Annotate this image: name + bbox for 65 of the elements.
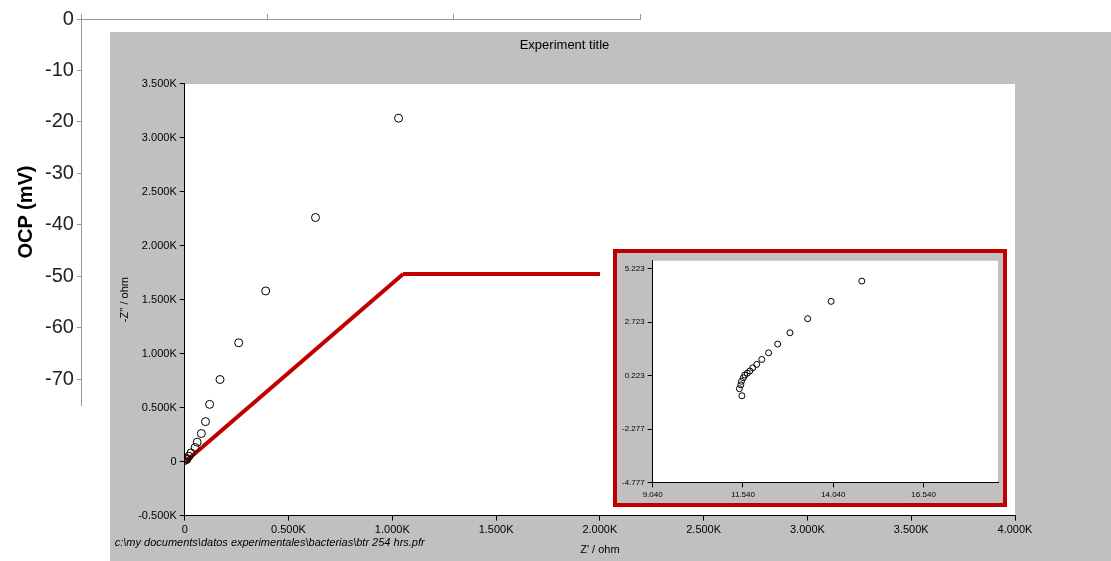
y-axis-title: OCP (mV) [13,165,36,259]
x-tick-label: 0.500K [271,523,307,536]
y-tick-label: 2.723 [624,317,646,327]
point [738,377,746,385]
point [739,374,747,382]
point [786,329,794,337]
point [858,277,866,285]
point [827,297,835,305]
point [749,364,757,372]
point [234,338,244,348]
point [311,213,320,223]
y-tick-label: 5.223 [624,264,646,274]
x-tick-label: 1.000K [374,523,411,536]
y-tick-label: 0 [170,454,177,467]
x-tick-label: 14.040 [821,490,847,500]
y-tick-label: 1.500K [141,292,178,305]
y-tick-label: 3.000K [141,130,178,143]
point [215,375,225,385]
y-tick-label: -50 [45,263,74,286]
x-tick-label: 0 [181,523,188,536]
point [394,113,404,123]
x-tick-label: 3.500K [893,523,930,536]
y-tick-label: -60 [45,315,74,338]
x-tick-label: 9.040 [642,490,664,500]
y-tick-label: 1.000K [141,346,178,359]
point [758,355,766,363]
point [192,437,202,447]
y-tick-label: 0.223 [624,370,646,380]
y-tick-label: -30 [45,160,74,183]
y-tick-label: -40 [45,212,74,235]
point [753,360,761,368]
point [196,429,206,439]
point [774,340,782,348]
text: c:\my documents\datos experimentales\bacterias\btr 254 hrs.pfr [114,536,427,549]
point [804,315,812,323]
x-tick-label: 2.500K [686,523,722,536]
chart-title: Experiment title [519,37,610,53]
y-tick-label: -2.277 [622,424,646,434]
y-tick-label: -0.500K [138,508,178,521]
point [190,443,200,453]
y-tick-label: 2.500K [141,184,178,197]
x-tick-label: 3.000K [789,523,826,536]
point [205,399,215,409]
y-tick-label: 2.000K [141,238,178,251]
y-tick-label: -10 [45,57,74,80]
point [200,417,210,427]
point [738,392,746,400]
y-tick-label: -20 [45,109,74,132]
y-axis-title: -Z'' / ohm [117,277,130,323]
x-tick-label: 2.000K [582,523,618,536]
y-tick-label: 3.500K [141,76,178,89]
point [737,381,745,389]
x-tick-label: 11.540 [731,490,756,500]
y-tick-label: -4.777 [622,477,646,487]
x-tick-label: 1.500K [478,523,515,536]
x-axis-title: Z' / ohm [580,543,620,556]
point [735,385,743,393]
x-tick-label: 4.000K [997,523,1034,536]
y-tick-label: -70 [45,366,74,389]
y-tick-label: 0.500K [141,400,178,413]
point [746,367,754,375]
point [261,286,271,296]
x-tick-label: 16.540 [911,490,937,500]
y-tick-label: 0 [62,6,74,29]
point [765,349,773,357]
